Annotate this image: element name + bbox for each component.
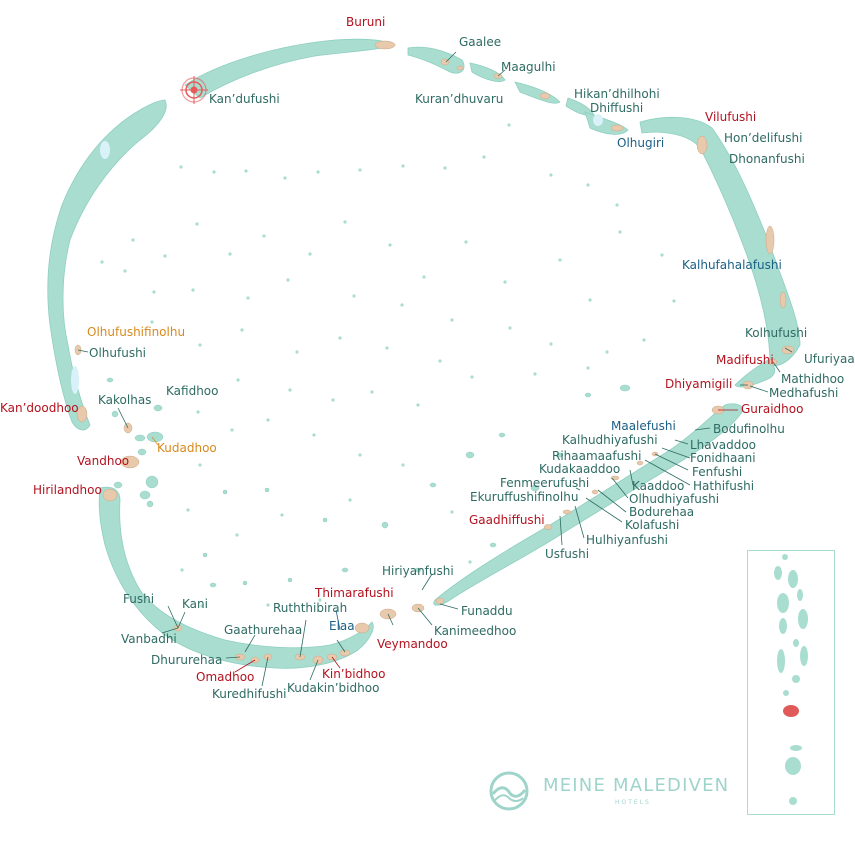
label-olhudhiyafushi[interactable]: Olhudhiyafushi [629,492,720,506]
label-guraidhoo[interactable]: Guraidhoo [741,402,804,416]
label-ufuriyaa[interactable]: Ufuriyaa [804,352,855,366]
label-dhonanfushi[interactable]: Dhonanfushi [729,152,805,166]
label-olhufushifinolhu[interactable]: Olhufushifinolhu [87,325,186,339]
label-gaalee[interactable]: Gaalee [459,35,502,49]
label-hikandhilhohi[interactable]: Hikan’dhilhohi [574,87,660,101]
label-medhafushi[interactable]: Medhafushi [769,386,839,400]
label-hiriyanfushi[interactable]: Hiriyanfushi [382,564,454,578]
label-ruththibirah[interactable]: Ruththibirah [273,601,348,615]
label-fonidhaani[interactable]: Fonidhaani [690,451,756,465]
target-marker-icon[interactable] [180,76,208,104]
label-fushi[interactable]: Fushi [123,592,155,606]
label-kudakaaddoo[interactable]: Kudakaaddoo [539,462,621,476]
label-kandoodhoo[interactable]: Kan’doodhoo [0,401,79,415]
label-ekuruffushifinolhu[interactable]: Ekuruffushifinolhu [470,490,579,504]
label-kudakinbidhoo[interactable]: Kudakin’bidhoo [287,681,380,695]
label-kafidhoo[interactable]: Kafidhoo [166,384,219,398]
reef-dots [100,123,676,608]
brand-logo[interactable]: MEINE MALEDIVEN HOTELS [487,770,732,812]
label-vanbadhi[interactable]: Vanbadhi [121,632,177,646]
label-vandhoo[interactable]: Vandhoo [77,454,130,468]
label-kani[interactable]: Kani [182,597,208,611]
label-omadhoo[interactable]: Omadhoo [196,670,255,684]
label-fenmeerufushi[interactable]: Fenmeerufushi [500,476,590,490]
label-hondelifushi[interactable]: Hon’delifushi [724,131,803,145]
label-dhiyamigili[interactable]: Dhiyamigili [665,377,733,391]
label-kolhufushi[interactable]: Kolhufushi [745,326,808,340]
logo-name: MEINE MALEDIVEN [543,775,730,796]
label-kudadhoo[interactable]: Kudadhoo [157,441,217,455]
islands [74,40,795,665]
label-buruni[interactable]: Buruni [346,15,386,29]
label-lhavaddoo[interactable]: Lhavaddoo [690,438,757,452]
label-kalhufahalafushi[interactable]: Kalhufahalafushi [682,258,782,272]
label-olhufushi[interactable]: Olhufushi [89,346,147,360]
label-thimarafushi[interactable]: Thimarafushi [315,586,394,600]
label-fenfushi[interactable]: Fenfushi [692,465,743,479]
label-kanimeedhoo[interactable]: Kanimeedhoo [434,624,517,638]
label-vilufushi[interactable]: Vilufushi [705,110,757,124]
label-rihaamaafushi[interactable]: Rihaamaafushi [552,449,642,463]
highlighted-atoll [783,705,799,717]
logo-sub: HOTELS [615,799,651,806]
label-funaddu[interactable]: Funaddu [461,604,513,618]
label-kurandhuvaru[interactable]: Kuran’dhuvaru [415,92,504,106]
label-veymandoo[interactable]: Veymandoo [377,637,448,651]
label-dhiffushi[interactable]: Dhiffushi [590,101,644,115]
leader-lines [77,51,793,687]
label-madifushi[interactable]: Madifushi [716,353,774,367]
label-kinbidhoo[interactable]: Kin’bidhoo [322,667,386,681]
label-hirilandhoo[interactable]: Hirilandhoo [33,483,102,497]
label-kakolhas[interactable]: Kakolhas [98,393,152,407]
label-hulhiyanfushi[interactable]: Hulhiyanfushi [586,533,668,547]
label-gaadhiffushi[interactable]: Gaadhiffushi [469,513,545,527]
label-bodufinolhu[interactable]: Bodufinolhu [713,422,785,436]
label-kandufushi[interactable]: Kan’dufushi [209,92,280,106]
inner-reefs [106,377,631,588]
wave-logo-icon [489,771,529,811]
label-kuredhifushi[interactable]: Kuredhifushi [212,687,287,701]
label-hathifushi[interactable]: Hathifushi [693,479,755,493]
label-maagulhi[interactable]: Maagulhi [501,60,556,74]
label-usfushi[interactable]: Usfushi [545,547,590,561]
overview-inset-map [747,550,835,815]
label-mathidhoo[interactable]: Mathidhoo [781,372,845,386]
label-kalhudhiyafushi[interactable]: Kalhudhiyafushi [562,433,658,447]
label-elaa[interactable]: Elaa [329,619,355,633]
lagoon-patches [71,114,603,394]
label-bodurehaa[interactable]: Bodurehaa [629,505,695,519]
label-maalefushi[interactable]: Maalefushi [611,419,676,433]
label-gaathurehaa[interactable]: Gaathurehaa [224,623,303,637]
label-kolafushi[interactable]: Kolafushi [625,518,680,532]
label-dhururehaa[interactable]: Dhururehaa [151,653,223,667]
label-kaaddoo[interactable]: Kaaddoo [632,479,685,493]
label-olhugiri[interactable]: Olhugiri [617,136,665,150]
maldives-overview [774,554,808,805]
